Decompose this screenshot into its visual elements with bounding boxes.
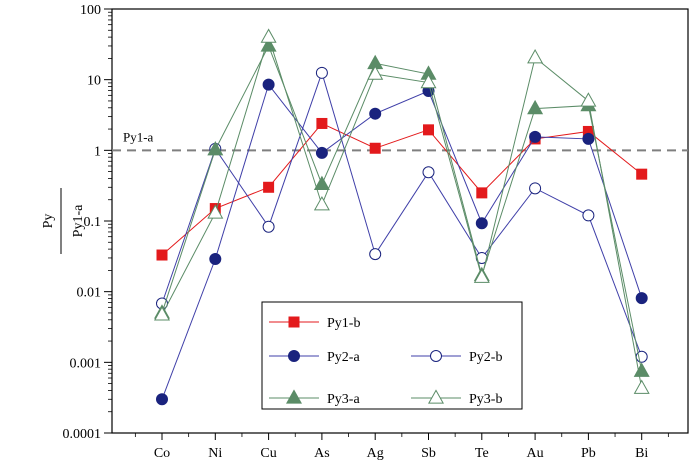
- data-point: [316, 117, 328, 129]
- data-point: [635, 292, 648, 305]
- series-line: [161, 83, 643, 400]
- legend-item-py1-b: Py1-b: [269, 316, 360, 331]
- data-point: [262, 220, 275, 233]
- axes: [104, 8, 689, 440]
- legend-item-py3-a: Py3-a: [269, 389, 360, 407]
- data-point: [313, 196, 330, 211]
- data-point: [636, 168, 648, 180]
- series: [153, 28, 650, 406]
- legend-label: Py1-b: [327, 316, 360, 331]
- legend-label: Py2-b: [469, 350, 502, 365]
- x-tick-labels: Co Ni Cu As Ag Sb Te Au Pb Bi: [154, 446, 649, 461]
- data-point: [420, 73, 437, 89]
- series-line: [161, 44, 643, 372]
- y-tick-label: 1: [94, 144, 101, 159]
- data-point: [529, 182, 542, 195]
- data-point: [369, 248, 382, 261]
- data-point: [369, 107, 382, 120]
- series-line: [161, 122, 643, 256]
- legend-marker: [285, 389, 303, 404]
- x-tick-label: As: [314, 446, 330, 461]
- y-axis-label-denominator: Py1-a: [71, 204, 86, 237]
- data-point: [473, 268, 490, 283]
- legend-marker: [288, 316, 300, 328]
- x-tick-label: Te: [475, 446, 489, 461]
- data-point: [423, 124, 434, 136]
- data-point: [529, 130, 542, 143]
- reference-line-label: Py1-a: [123, 129, 154, 144]
- data-point: [476, 187, 488, 199]
- data-point: [475, 217, 488, 230]
- x-tick-label: Cu: [260, 446, 276, 461]
- legend-marker: [288, 350, 300, 362]
- data-point: [369, 142, 381, 154]
- y-tick-label: 0.001: [70, 356, 102, 371]
- x-tick-label: Sb: [421, 446, 436, 461]
- legend-label: Py2-a: [327, 350, 360, 365]
- data-point: [315, 146, 328, 159]
- data-point: [422, 166, 435, 179]
- x-tick-label: Pb: [581, 446, 596, 461]
- data-point: [527, 99, 544, 115]
- data-point: [580, 92, 597, 107]
- data-point: [582, 209, 595, 222]
- x-tick-label: Ag: [367, 446, 384, 461]
- y-axis-label-numerator: Py: [41, 214, 56, 229]
- data-point: [582, 132, 595, 145]
- x-tick-label: Au: [527, 446, 544, 461]
- x-tick-label: Co: [154, 446, 170, 461]
- data-point: [263, 181, 275, 193]
- legend-item-py2-a: Py2-a: [269, 350, 360, 365]
- data-point: [527, 48, 544, 64]
- series-py2-a: [156, 78, 648, 406]
- data-point: [207, 204, 224, 219]
- data-point: [367, 65, 384, 80]
- data-point: [313, 175, 330, 191]
- legend-marker: [427, 389, 445, 404]
- series-line: [161, 71, 643, 357]
- legend-item-py2-b: Py2-b: [411, 350, 502, 365]
- legend: Py1-b Py2-a Py2-b Py3-a Py3-b: [261, 301, 523, 410]
- series-line: [161, 35, 643, 389]
- series-py1-b: [156, 117, 648, 261]
- data-point: [207, 141, 224, 156]
- y-tick-label: 10: [87, 74, 101, 89]
- legend-label: Py3-b: [469, 392, 502, 407]
- series-py3-b: [153, 28, 650, 394]
- data-point: [633, 379, 650, 394]
- x-tick-label: Bi: [635, 446, 648, 461]
- y-tick-label: 0.01: [77, 286, 102, 301]
- legend-marker: [430, 350, 442, 362]
- data-point: [156, 249, 168, 261]
- data-point: [315, 66, 328, 79]
- data-point: [262, 78, 275, 91]
- data-point: [260, 28, 277, 43]
- y-tick-label: 100: [80, 3, 101, 18]
- x-tick-label: Ni: [208, 446, 222, 461]
- data-point: [153, 306, 171, 321]
- data-point: [633, 362, 650, 377]
- legend-label: Py3-a: [327, 392, 360, 407]
- data-point: [209, 252, 222, 265]
- y-tick-label: 0.1: [84, 215, 102, 230]
- y-axis-label: Py Py1-a: [41, 188, 86, 254]
- legend-item-py3-b: Py3-b: [411, 389, 502, 407]
- y-tick-label: 0.0001: [63, 427, 102, 442]
- y-tick-labels: 0.0001 0.001 0.01 0.1 1 10 100: [63, 3, 102, 442]
- data-point: [156, 393, 168, 406]
